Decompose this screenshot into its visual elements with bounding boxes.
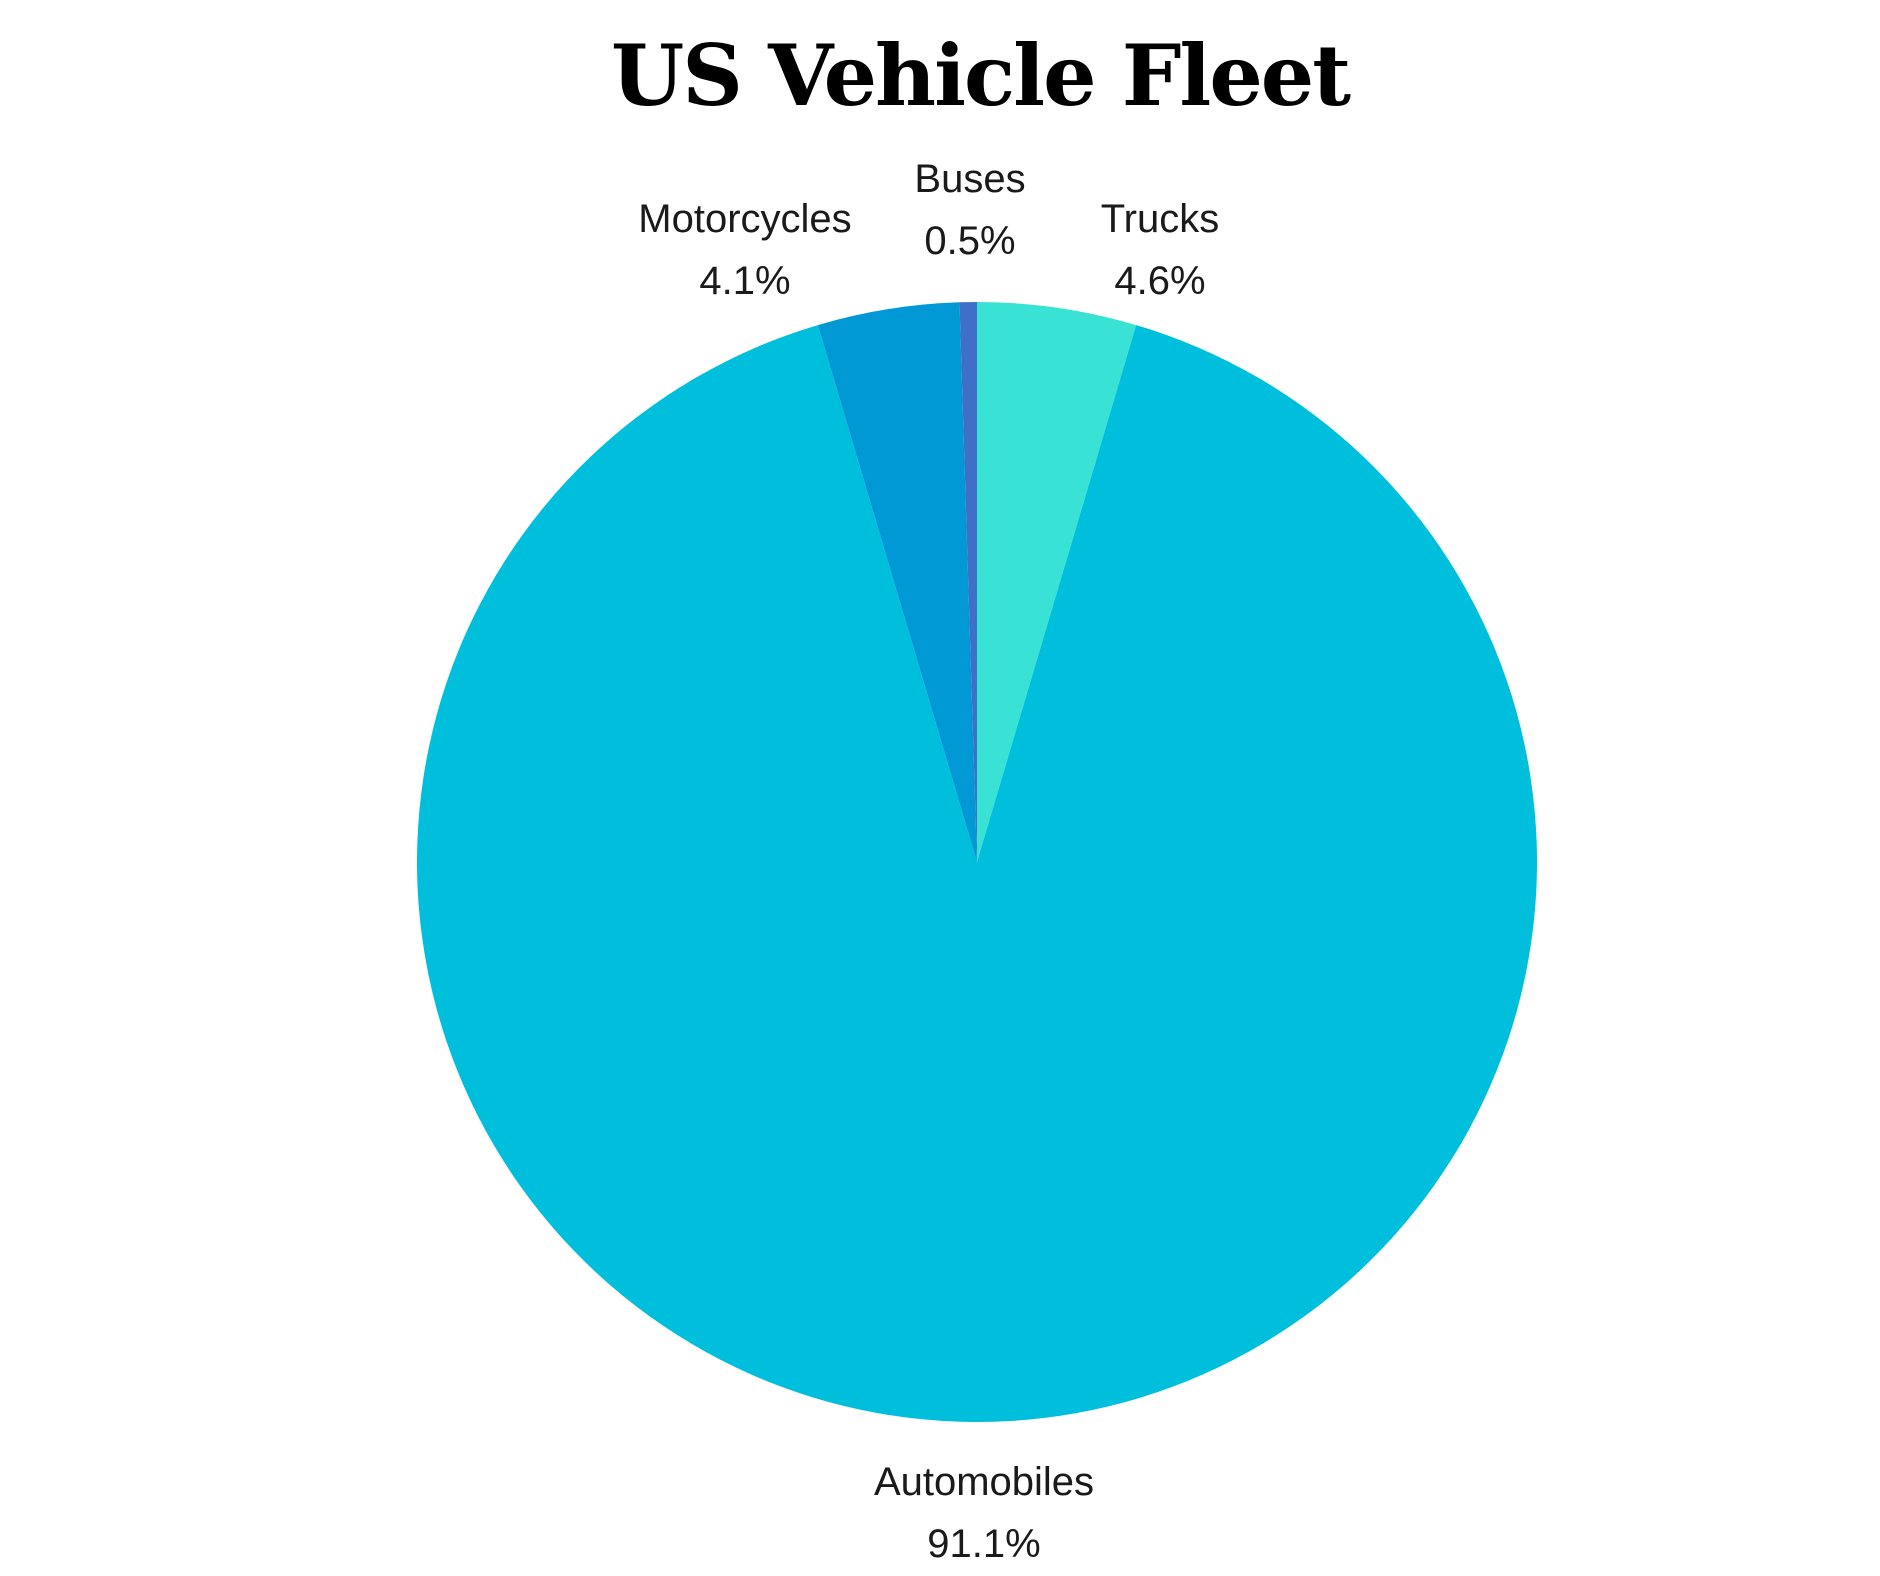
pie-slice-buses bbox=[959, 302, 977, 862]
slice-value-motorcycles: 4.1% bbox=[699, 259, 790, 303]
pie-slices bbox=[417, 302, 1538, 1422]
pie-slice-motorcycles bbox=[817, 302, 977, 863]
chart-title: US Vehicle Fleet bbox=[611, 26, 1351, 125]
slice-value-buses: 0.5% bbox=[924, 219, 1015, 263]
slice-label-motorcycles: Motorcycles bbox=[638, 197, 851, 241]
pie-slice-trucks bbox=[977, 302, 1137, 862]
slice-label-automobiles: Automobiles bbox=[874, 1460, 1094, 1504]
pie-labels: Trucks 4.6% Automobiles 91.1% Motorcycles 4.1… bbox=[638, 157, 1219, 1566]
slice-value-automobiles: 91.1% bbox=[927, 1522, 1040, 1566]
slice-label-trucks: Trucks bbox=[1101, 197, 1220, 241]
slice-value-trucks: 4.6% bbox=[1114, 259, 1205, 303]
pie-slice-automobiles bbox=[417, 325, 1538, 1422]
slice-label-buses: Buses bbox=[914, 157, 1025, 201]
